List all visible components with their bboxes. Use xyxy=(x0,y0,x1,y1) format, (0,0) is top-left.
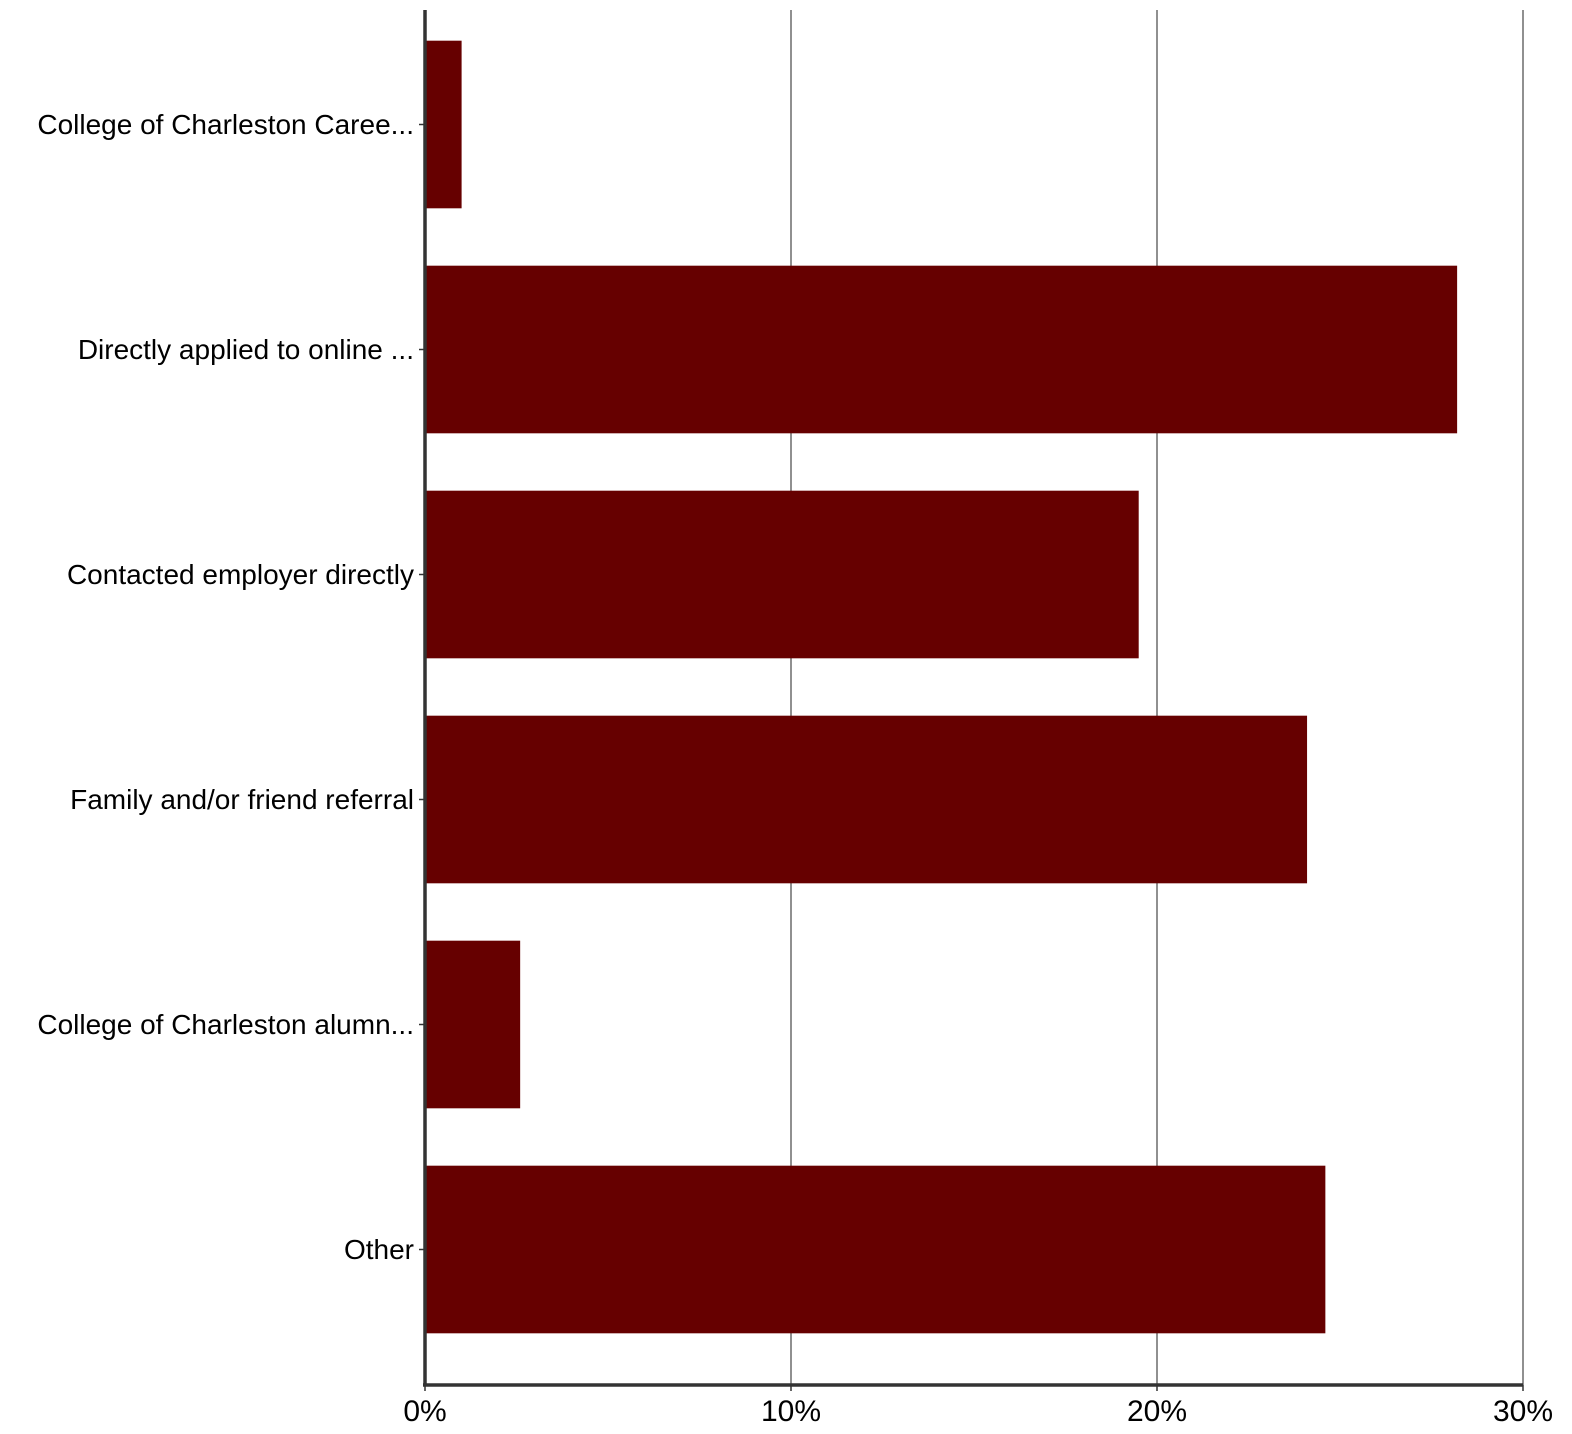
bars xyxy=(426,40,1458,1334)
category-label-5: Other xyxy=(344,1234,414,1265)
bar-5 xyxy=(426,1165,1326,1334)
x-tick-label-3: 30% xyxy=(1493,1395,1553,1428)
grid-lines xyxy=(790,10,1524,1385)
category-label-1: Directly applied to online ... xyxy=(78,334,414,365)
axes xyxy=(419,10,1524,1391)
x-tick-label-0: 0% xyxy=(403,1395,446,1428)
category-label-3: Family and/or friend referral xyxy=(70,784,414,815)
x-tick-label-2: 20% xyxy=(1127,1395,1187,1428)
bar-4 xyxy=(426,940,521,1109)
category-label-0: College of Charleston Caree... xyxy=(37,109,414,140)
category-label-4: College of Charleston alumn... xyxy=(37,1009,414,1040)
category-label-2: Contacted employer directly xyxy=(67,559,414,590)
bar-1 xyxy=(426,265,1458,434)
category-labels: College of Charleston Caree... Directly a… xyxy=(37,109,414,1265)
x-tick-label-1: 10% xyxy=(761,1395,821,1428)
bar-0 xyxy=(426,40,462,209)
x-tick-labels: 0% 10% 20% 30% xyxy=(403,1395,1553,1428)
bar-3 xyxy=(426,715,1308,884)
bar-2 xyxy=(426,490,1139,659)
